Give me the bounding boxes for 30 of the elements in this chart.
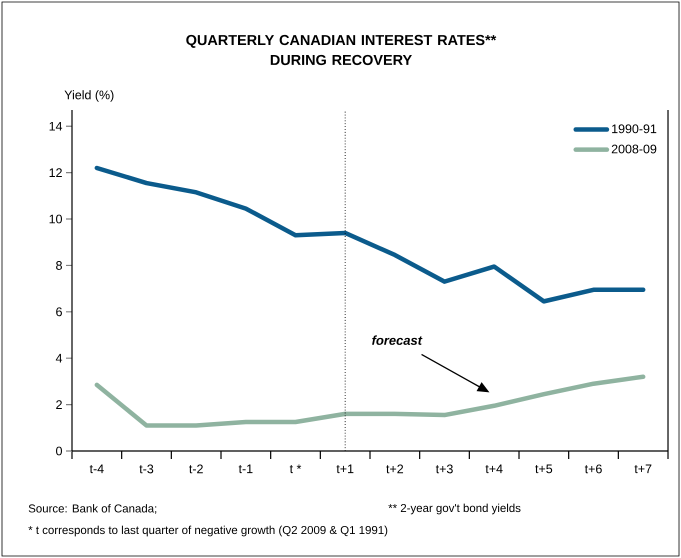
x-tick-label: t+5 (535, 464, 552, 474)
x-tick-label: t * (290, 464, 302, 474)
y-axis-title: Yield (%) (64, 90, 114, 102)
x-tick-label: t+7 (634, 464, 652, 474)
source-note: Source: Bank of Canada; (28, 504, 156, 514)
legend-label: 1990-91 (612, 124, 656, 134)
x-tick-label: t+2 (386, 464, 404, 474)
x-tick-label: t+4 (486, 464, 503, 474)
text: ** 2-year gov't bond yields (388, 504, 521, 514)
annotation: forecast (372, 335, 422, 345)
x-tick-label: t+6 (584, 464, 602, 474)
legend-label: 2008-09 (612, 144, 656, 154)
y-tick-label: 6 (56, 307, 62, 316)
y-tick-label: 2 (56, 400, 62, 409)
line-series (94, 166, 646, 304)
x-tick-label: t-4 (90, 464, 104, 474)
y-tick-label: 4 (56, 354, 62, 362)
y-tick-label: 0 (56, 446, 62, 456)
x-tick-label: t-1 (238, 464, 252, 474)
chart-title: QUARTERLY CANADIAN INTEREST RATES** DURING RECOVERY (186, 34, 496, 66)
text: * t corresponds to last quarter of negative growth (Q2 2009 & Q1 1991) (28, 526, 388, 536)
x-tick-label: t-2 (189, 464, 203, 474)
y-tick-label: 12 (50, 168, 62, 177)
y-tick-label: 8 (56, 261, 62, 270)
x-tick-label: t+3 (436, 464, 453, 474)
y-tick-label: 10 (50, 214, 62, 224)
line-series (94, 374, 646, 428)
x-tick-label: t+1 (336, 464, 354, 474)
x-tick-label: t-3 (139, 464, 154, 474)
y-tick-label: 14 (50, 122, 62, 131)
